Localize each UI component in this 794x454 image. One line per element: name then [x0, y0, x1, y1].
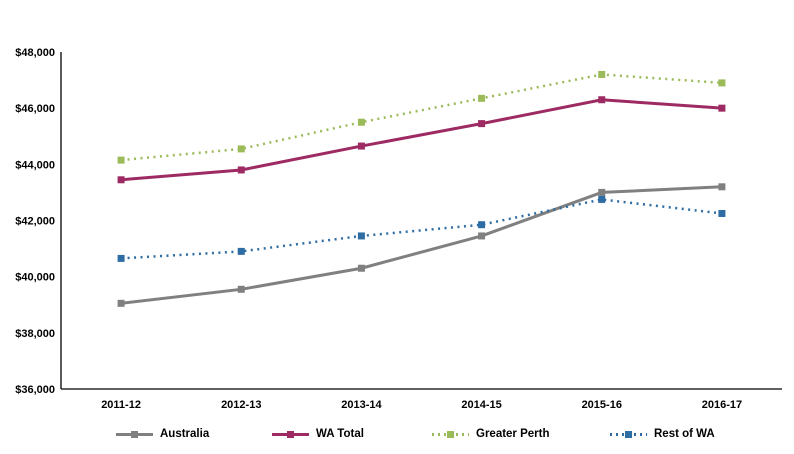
data-point-marker: [478, 221, 486, 229]
data-point-marker: [478, 94, 486, 102]
data-point-marker: [357, 142, 365, 150]
legend-label-wa-total: WA Total: [316, 428, 364, 440]
data-point-marker: [357, 118, 365, 126]
y-axis-tick-label: $44,000: [15, 159, 55, 171]
legend-marker-sample: [287, 430, 294, 438]
legend-marker-sample: [625, 430, 632, 438]
data-point-marker: [357, 264, 365, 272]
data-point-marker: [237, 166, 245, 174]
y-axis-tick-label: $48,000: [15, 47, 55, 59]
data-point-marker: [117, 299, 125, 307]
series-line-australia: [120, 185, 722, 305]
data-point-marker: [598, 195, 606, 203]
legend-swatch-wa-total: [272, 430, 309, 439]
legend-marker-sample: [447, 430, 454, 438]
series-line-rest-of-wa: [121, 198, 723, 260]
legend-label-australia: Australia: [160, 428, 210, 440]
data-point-marker: [718, 104, 726, 112]
data-point-marker: [598, 188, 606, 196]
data-point-marker: [478, 120, 486, 128]
legend-item-greater-perth: Greater Perth: [432, 426, 550, 442]
y-axis-tick-label: $36,000: [15, 384, 55, 396]
legend-swatch-australia: [116, 430, 153, 439]
legend-item-wa-total: WA Total: [272, 426, 364, 442]
x-axis-tick-label: 2012-13: [221, 399, 261, 411]
y-axis-tick-label: $42,000: [15, 216, 55, 228]
series-line-greater-perth: [120, 73, 723, 162]
legend-item-rest-of-wa: Rest of WA: [610, 426, 715, 442]
data-point-marker: [718, 209, 726, 217]
y-axis-tick-label: $40,000: [15, 272, 55, 284]
data-point-marker: [117, 254, 125, 262]
data-point-marker: [237, 247, 245, 255]
legend-marker-sample: [131, 430, 138, 438]
data-point-marker: [237, 145, 245, 153]
legend-swatch-greater-perth: [432, 430, 469, 439]
x-axis-tick-label: 2015-16: [582, 399, 622, 411]
legend-item-australia: Australia: [116, 426, 209, 442]
x-axis-tick-label: 2013-14: [341, 399, 382, 411]
legend-label-greater-perth: Greater Perth: [476, 428, 550, 440]
legend-label-rest-of-wa: Rest of WA: [654, 428, 715, 440]
legend: Australia WA Total Greater Perth Rest of…: [0, 426, 794, 446]
data-point-marker: [718, 79, 726, 87]
data-point-marker: [117, 156, 125, 164]
data-point-marker: [357, 232, 365, 240]
y-axis-tick-label: $38,000: [15, 328, 55, 340]
data-point-marker: [237, 285, 245, 293]
data-point-marker: [598, 70, 606, 78]
series-line-wa-total: [120, 98, 723, 182]
data-point-marker: [718, 183, 726, 191]
data-point-marker: [117, 176, 125, 184]
y-axis-tick-label: $46,000: [15, 103, 55, 115]
legend-swatch-rest-of-wa: [610, 430, 647, 439]
data-point-marker: [478, 232, 486, 240]
x-axis-tick-label: 2014-15: [461, 399, 501, 411]
data-point-marker: [598, 96, 606, 104]
x-axis-tick-label: 2011-12: [101, 399, 141, 411]
x-axis-tick-label: 2016-17: [702, 399, 742, 411]
